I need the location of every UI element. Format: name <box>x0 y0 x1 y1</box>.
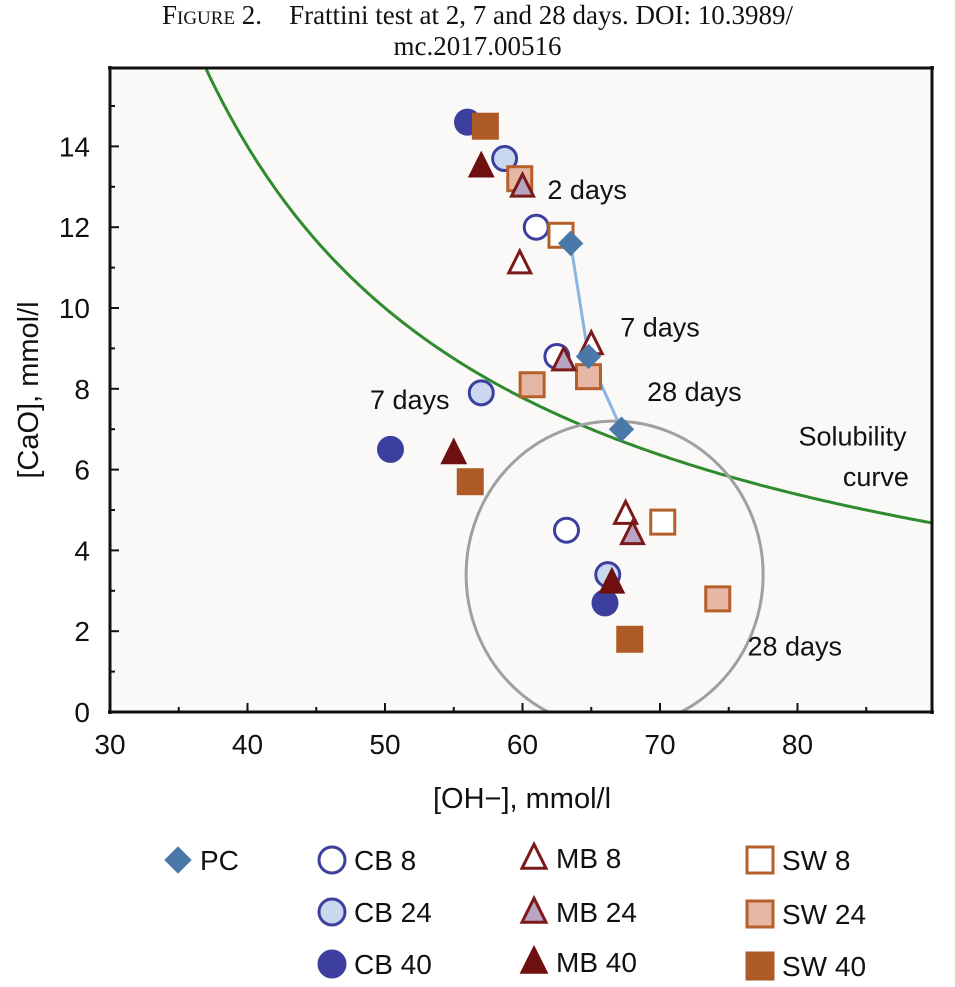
point-sw-8 <box>649 508 677 536</box>
x-tick-label: 70 <box>644 729 675 760</box>
annotation-label: 7 days <box>620 312 700 342</box>
legend-label-pc: PC <box>200 845 239 876</box>
x-tick-label: 50 <box>369 729 400 760</box>
point-pc <box>557 230 584 257</box>
y-tick-label: 0 <box>74 697 90 728</box>
annotation-label: curve <box>843 462 909 492</box>
x-axis-label: [OH−], mmol/l <box>433 783 611 815</box>
point-cb-24 <box>467 379 495 407</box>
caption-line-2: mc.2017.00516 <box>393 31 562 61</box>
point-cb-40 <box>377 435 404 463</box>
legend-marker-cb-8 <box>317 845 347 875</box>
point-mb-24 <box>619 518 646 546</box>
point-cb-40 <box>591 589 619 617</box>
point-cb-8 <box>553 516 580 544</box>
point-mb-40 <box>598 566 626 594</box>
annotation-label: 28 days <box>647 377 742 407</box>
point-mb-8 <box>612 498 640 525</box>
legend-marker-mb-24 <box>519 894 549 924</box>
point-sw-24 <box>704 585 732 613</box>
solubility-curve <box>204 68 932 525</box>
legend-label-cb-24: CB 24 <box>354 897 432 928</box>
y-tick-label: 8 <box>74 374 90 405</box>
ticks-layer: 30 40 50 60 70 80 0 2 4 6 8 10 12 14 <box>59 105 868 760</box>
legend-marker-sw-8 <box>745 845 775 875</box>
x-tick-label: 30 <box>94 729 125 760</box>
point-sw-24 <box>518 371 546 399</box>
x-tick-label: 80 <box>782 729 813 760</box>
legend-label-cb-8: CB 8 <box>354 845 416 876</box>
legend-marker-sw-40 <box>745 951 775 981</box>
point-mb-24 <box>550 344 578 372</box>
y-axis-label: [CaO], mmol/l <box>13 301 45 478</box>
y-tick-label: 10 <box>59 293 90 324</box>
annotation-label: 2 days <box>547 175 627 205</box>
x-tick-label: 40 <box>232 729 263 760</box>
legend-label-sw-8: SW 8 <box>782 845 850 876</box>
legend-label-mb-40: MB 40 <box>556 947 637 978</box>
y-tick-label: 4 <box>74 535 90 566</box>
figure-caption: Figure 2. Frattini test at 2, 7 and 28 d… <box>0 0 955 62</box>
legend-label-mb-8: MB 8 <box>556 843 621 874</box>
point-pc <box>608 416 635 442</box>
y-tick-label: 12 <box>59 212 90 243</box>
legend-marker-mb-8 <box>519 840 549 870</box>
point-pc <box>575 343 602 370</box>
legend-label-mb-24: MB 24 <box>556 897 637 928</box>
caption-text: Frattini test at 2, 7 and 28 days. DOI: … <box>289 0 794 30</box>
legend-marker-sw-24 <box>745 899 775 929</box>
annotation-label: 7 days <box>370 385 450 415</box>
point-mb-8 <box>506 247 534 275</box>
legend-label-cb-40: CB 40 <box>354 949 432 980</box>
point-mb-40 <box>467 150 495 178</box>
y-tick-label: 6 <box>74 455 90 486</box>
point-mb-24 <box>509 170 536 198</box>
point-mb-40 <box>440 437 468 465</box>
legend-marker-mb-40 <box>519 944 549 974</box>
plot-layer: 2 days 7 days 28 days 7 days Solubility curve… <box>204 68 932 712</box>
annotation-label: 28 days <box>747 631 842 661</box>
point-cb-24 <box>491 145 519 173</box>
y-tick-label: 14 <box>59 131 90 162</box>
point-sw-40 <box>456 468 484 496</box>
figure-label: Figure 2. <box>161 0 263 30</box>
legend-label-sw-40: SW 40 <box>782 951 866 982</box>
point-sw-40 <box>471 112 499 140</box>
annotation-label: Solubility <box>798 421 907 451</box>
legend-marker-cb-24 <box>317 897 347 927</box>
y-tick-label: 2 <box>74 616 90 647</box>
legend-label-sw-24: SW 24 <box>782 899 866 930</box>
x-tick-label: 60 <box>507 729 538 760</box>
legend: PC CB 8 CB 24 CB 40 MB 8 MB 24 MB 40 SW 8 SW 24 S… <box>164 840 866 982</box>
legend-marker-cb-40 <box>317 949 347 979</box>
legend-marker-pc <box>164 846 192 874</box>
point-cb-8 <box>522 213 550 241</box>
point-sw-40 <box>616 625 644 653</box>
ellipse-28-days <box>464 419 765 712</box>
caption-line-1: Figure 2. Frattini test at 2, 7 and 28 d… <box>0 0 955 31</box>
